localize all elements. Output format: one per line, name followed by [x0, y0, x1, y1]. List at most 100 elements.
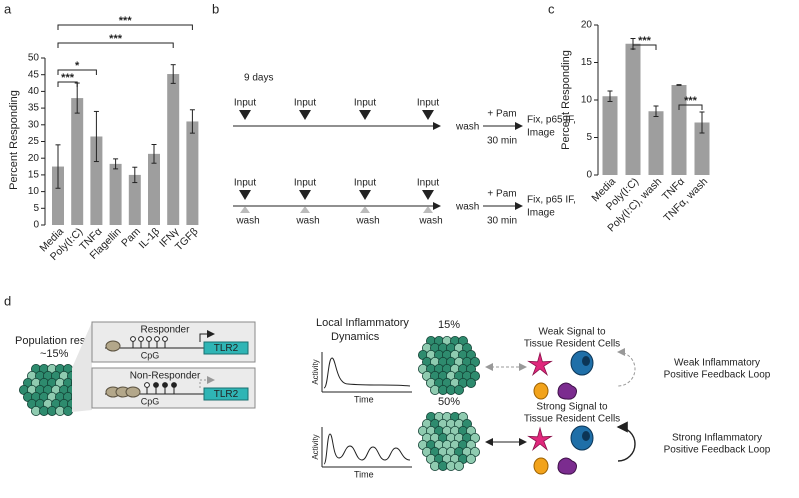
input-label: Input	[354, 98, 376, 109]
macrophage-nucleus	[582, 356, 590, 366]
cell	[453, 384, 464, 395]
wash-marker	[423, 206, 433, 213]
signal-label: Tissue Resident Cells	[524, 414, 620, 425]
significance-label: ***	[109, 33, 123, 45]
panel-b: 9 days Input Input Input Input wash + Pam 30 mi…	[233, 73, 576, 227]
wash-step: wash	[455, 122, 479, 133]
dendritic-cell	[527, 351, 553, 376]
tss-arrow	[199, 376, 215, 388]
y-tick-label: 15	[28, 170, 40, 181]
wash-marker	[240, 206, 250, 213]
bar	[602, 96, 618, 175]
cell	[63, 405, 74, 416]
bar	[71, 98, 84, 225]
bar	[90, 136, 103, 225]
neutrophil	[533, 457, 549, 475]
y-axis-label: Percent Responding	[560, 50, 572, 150]
bar	[109, 163, 122, 225]
activity-trace	[323, 433, 411, 465]
panel-d: Population response~15%ResponderCpGTLR2N…	[15, 317, 771, 479]
gene-state: Non-Responder	[130, 371, 201, 382]
dynamics-title: Local Inflammatory	[316, 317, 409, 329]
panel-label: c	[548, 1, 555, 16]
y-tick-label: 10	[28, 186, 40, 197]
plot-y-label: Activity	[311, 359, 320, 384]
input-marker	[422, 110, 434, 120]
panel-label: d	[4, 293, 11, 308]
input-marker	[359, 110, 371, 120]
y-tick-label: 45	[28, 69, 40, 80]
cpg	[146, 336, 152, 342]
error-bar	[151, 144, 157, 164]
wash-step: wash	[455, 202, 479, 213]
cpg	[144, 382, 150, 388]
plot-x-label: Time	[354, 394, 374, 404]
significance-bracket	[57, 24, 193, 30]
cluster-percent: 50%	[438, 396, 460, 408]
error-bar	[55, 144, 61, 189]
wash-label: wash	[418, 216, 442, 227]
nucleosome	[125, 386, 141, 398]
cpg-label: CpG	[141, 350, 160, 360]
macrophage	[570, 350, 594, 376]
input-label: Input	[294, 98, 316, 109]
cpg	[130, 336, 136, 342]
time-label: 30 min	[487, 216, 517, 227]
y-tick-label: 5	[33, 203, 39, 214]
cpg	[154, 336, 160, 342]
loop-label: Weak Inflammatory	[674, 358, 760, 369]
significance-bracket	[632, 44, 657, 50]
input-marker	[299, 190, 311, 200]
cpg	[153, 382, 159, 388]
input-label: Input	[417, 98, 439, 109]
significance-label: ***	[61, 72, 75, 84]
feedback-loop	[617, 348, 636, 387]
plot-y-label: Activity	[311, 434, 320, 459]
readout: Fix, p65 IF,	[527, 115, 576, 126]
tss-arrow	[199, 330, 215, 342]
activity-trace	[323, 357, 411, 389]
wash-marker	[360, 206, 370, 213]
input-label: Input	[354, 178, 376, 189]
bar	[625, 43, 641, 175]
input-marker	[299, 110, 311, 120]
error-bar	[607, 90, 613, 102]
y-tick-label: 20	[581, 20, 593, 31]
cpg	[162, 336, 168, 342]
readout: Image	[527, 128, 555, 139]
y-tick-label: 25	[28, 136, 40, 147]
zoom-wedge	[72, 322, 92, 412]
y-tick-label: 30	[28, 119, 40, 130]
significance-label: ***	[638, 35, 652, 47]
input-label: Input	[234, 98, 256, 109]
mast-cell	[557, 382, 577, 400]
cell	[465, 377, 476, 388]
significance-bracket	[57, 81, 78, 87]
gene	[203, 387, 249, 401]
error-bar	[93, 110, 99, 163]
dendritic-cell	[527, 426, 553, 451]
mast-cell	[557, 457, 577, 475]
gene	[203, 341, 249, 355]
cpg	[138, 336, 144, 342]
bar	[148, 153, 160, 225]
bar	[186, 121, 199, 225]
signal-label: Strong Signal to	[536, 402, 608, 413]
wash-marker	[300, 206, 310, 213]
cell-cluster	[417, 335, 480, 395]
gene-label: TLR2	[214, 389, 239, 400]
y-tick-label: 0	[33, 220, 39, 231]
cpg-label: CpG	[141, 396, 160, 406]
wash-label: wash	[235, 216, 259, 227]
y-tick-label: 0	[586, 170, 592, 181]
bar	[128, 174, 141, 225]
loop-label: Strong Inflammatory	[672, 433, 762, 444]
signal-label: Tissue Resident Cells	[524, 339, 620, 350]
wash-label: wash	[295, 216, 319, 227]
error-bar	[132, 166, 138, 184]
bar	[671, 85, 687, 175]
error-bar	[676, 84, 682, 86]
readout: Fix, p65 IF,	[527, 195, 576, 206]
x-tick-label: TGFβ	[173, 226, 201, 254]
